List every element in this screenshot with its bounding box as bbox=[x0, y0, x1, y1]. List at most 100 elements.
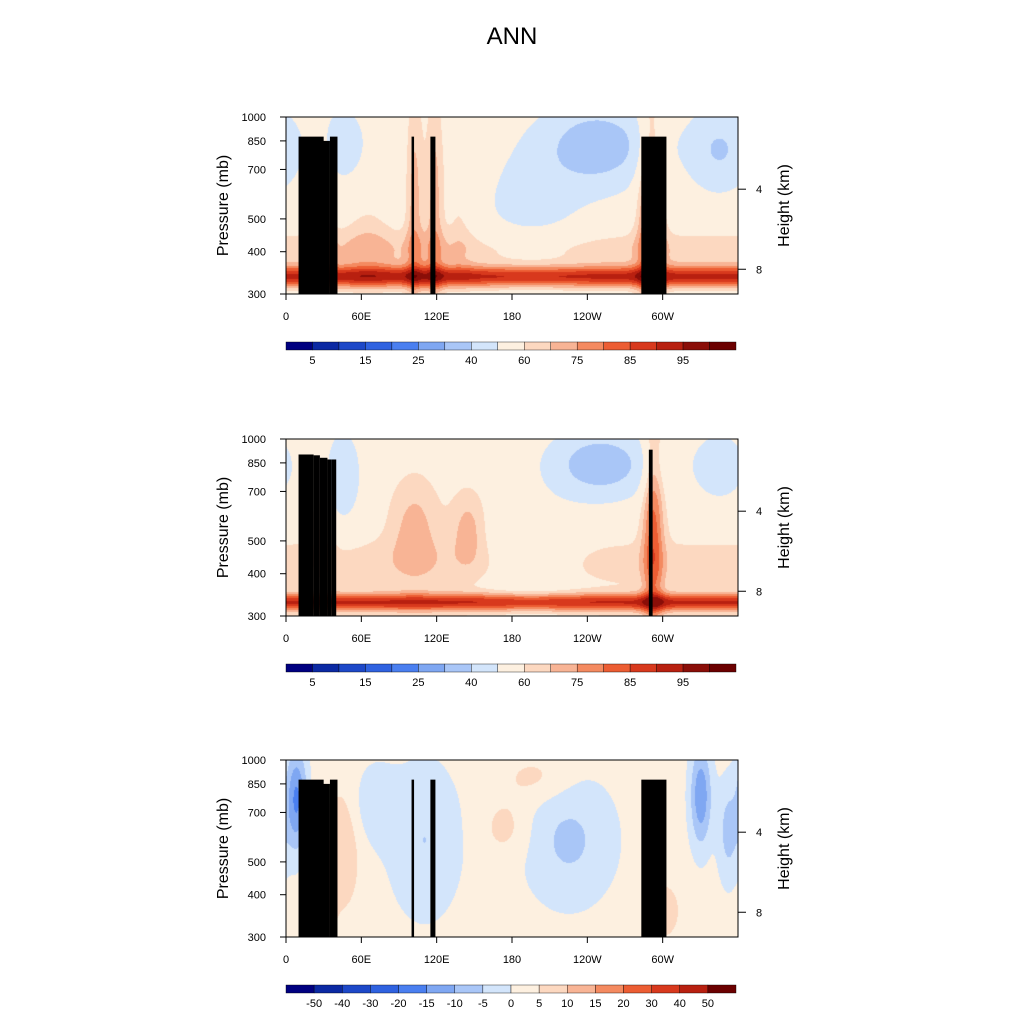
colorbar-box bbox=[709, 341, 737, 351]
colorbar-label: 25 bbox=[412, 677, 424, 689]
x-tick-label: 0 bbox=[283, 311, 289, 323]
x-tick-label: 120W bbox=[573, 633, 602, 645]
topography-mask bbox=[321, 140, 330, 294]
colorbar-label: 40 bbox=[465, 355, 477, 367]
colorbar-box bbox=[454, 984, 484, 994]
colorbar-box bbox=[285, 984, 315, 994]
colorbar-label: 20 bbox=[617, 998, 629, 1010]
y-tick-label: 850 bbox=[248, 136, 266, 148]
colorbar-label: 95 bbox=[677, 677, 689, 689]
colorbar-box bbox=[444, 341, 472, 351]
y-tick-label: 850 bbox=[248, 458, 266, 470]
colorbar-label: 95 bbox=[677, 355, 689, 367]
colorbar-label: -20 bbox=[391, 998, 407, 1010]
colorbar-box bbox=[482, 984, 512, 994]
colorbar-label: 15 bbox=[589, 998, 601, 1010]
y2-tick-label: 4 bbox=[756, 184, 762, 196]
y2-axis-label: Height (km) bbox=[776, 164, 793, 247]
colorbar-box bbox=[426, 984, 455, 994]
x-tick-label: 180 bbox=[503, 954, 521, 966]
colorbar-box bbox=[651, 984, 680, 994]
colorbar-label: -40 bbox=[334, 998, 350, 1010]
colorbar-box bbox=[682, 663, 710, 673]
heatmap-field bbox=[286, 117, 738, 294]
colorbar-label: 40 bbox=[674, 998, 686, 1010]
colorbar-label: 75 bbox=[571, 677, 583, 689]
colorbar-box bbox=[398, 984, 427, 994]
y-tick-label: 1000 bbox=[242, 434, 266, 446]
colorbar-box bbox=[567, 984, 596, 994]
y-tick-label: 500 bbox=[248, 536, 266, 548]
y-tick-label: 500 bbox=[248, 214, 266, 226]
colorbar-label: -15 bbox=[419, 998, 435, 1010]
y-tick-label: 700 bbox=[248, 807, 266, 819]
y-tick-label: 300 bbox=[248, 611, 266, 623]
colorbar-box bbox=[418, 341, 446, 351]
colorbar-label: 40 bbox=[465, 677, 477, 689]
y-tick-label: 1000 bbox=[242, 112, 266, 124]
colorbar-box bbox=[370, 984, 399, 994]
x-tick-label: 180 bbox=[503, 633, 521, 645]
y-tick-label: 400 bbox=[248, 890, 266, 902]
y2-tick-label: 4 bbox=[756, 506, 762, 518]
topography-mask bbox=[430, 779, 436, 937]
y-tick-label: 400 bbox=[248, 569, 266, 581]
colorbar-label: 60 bbox=[518, 677, 530, 689]
y2-tick-label: 8 bbox=[756, 907, 762, 919]
y-tick-label: 700 bbox=[248, 486, 266, 498]
colorbar-box bbox=[497, 663, 525, 673]
colorbar-box bbox=[418, 663, 446, 673]
x-tick-label: 120E bbox=[424, 954, 450, 966]
colorbar-label: -30 bbox=[362, 998, 378, 1010]
colorbar-box bbox=[603, 663, 631, 673]
x-tick-label: 60E bbox=[352, 633, 372, 645]
colorbar-box bbox=[285, 341, 313, 351]
colorbar-label: 85 bbox=[624, 355, 636, 367]
colorbar-box bbox=[471, 341, 498, 351]
colorbar-box bbox=[524, 341, 551, 351]
colorbar-box bbox=[391, 663, 419, 673]
y-tick-label: 850 bbox=[248, 779, 266, 791]
y2-tick-label: 8 bbox=[756, 264, 762, 276]
colorbar-label: 15 bbox=[359, 677, 371, 689]
topography-mask bbox=[327, 459, 332, 616]
y-tick-label: 400 bbox=[248, 247, 266, 259]
colorbar-box bbox=[656, 341, 684, 351]
colorbar-label: 0 bbox=[508, 998, 514, 1010]
colorbar-box bbox=[338, 663, 366, 673]
y-tick-label: 500 bbox=[248, 857, 266, 869]
colorbar-box bbox=[623, 984, 652, 994]
y-axis-label: Pressure (mb) bbox=[215, 477, 232, 578]
colorbar-box bbox=[365, 663, 393, 673]
colorbar-box bbox=[603, 341, 631, 351]
colorbar-label: 5 bbox=[309, 355, 315, 367]
colorbar-box bbox=[471, 663, 498, 673]
colorbar-box bbox=[312, 341, 340, 351]
topography-mask bbox=[319, 457, 328, 616]
colorbar-label: 25 bbox=[412, 355, 424, 367]
colorbar-label: 5 bbox=[309, 677, 315, 689]
topography-mask bbox=[411, 779, 415, 937]
colorbar-box bbox=[444, 663, 472, 673]
colorbar-box bbox=[576, 663, 604, 673]
colorbar-box bbox=[538, 984, 568, 994]
x-tick-label: 60W bbox=[651, 311, 674, 323]
topography-mask bbox=[331, 459, 337, 616]
colorbar-box bbox=[550, 663, 578, 673]
colorbar-label: 85 bbox=[624, 677, 636, 689]
x-tick-label: 0 bbox=[283, 633, 289, 645]
x-tick-label: 60E bbox=[352, 311, 372, 323]
x-tick-label: 60W bbox=[651, 954, 674, 966]
colorbar-box bbox=[682, 341, 710, 351]
topography-mask bbox=[298, 136, 324, 294]
y2-axis-label: Height (km) bbox=[776, 807, 793, 890]
figure-title: ANN bbox=[487, 23, 538, 50]
x-tick-label: 120E bbox=[424, 633, 450, 645]
topography-mask bbox=[648, 449, 653, 616]
topography-mask bbox=[298, 454, 314, 616]
colorbar-box bbox=[679, 984, 709, 994]
y2-tick-label: 8 bbox=[756, 586, 762, 598]
colorbar-box bbox=[524, 663, 551, 673]
x-tick-label: 120W bbox=[573, 311, 602, 323]
